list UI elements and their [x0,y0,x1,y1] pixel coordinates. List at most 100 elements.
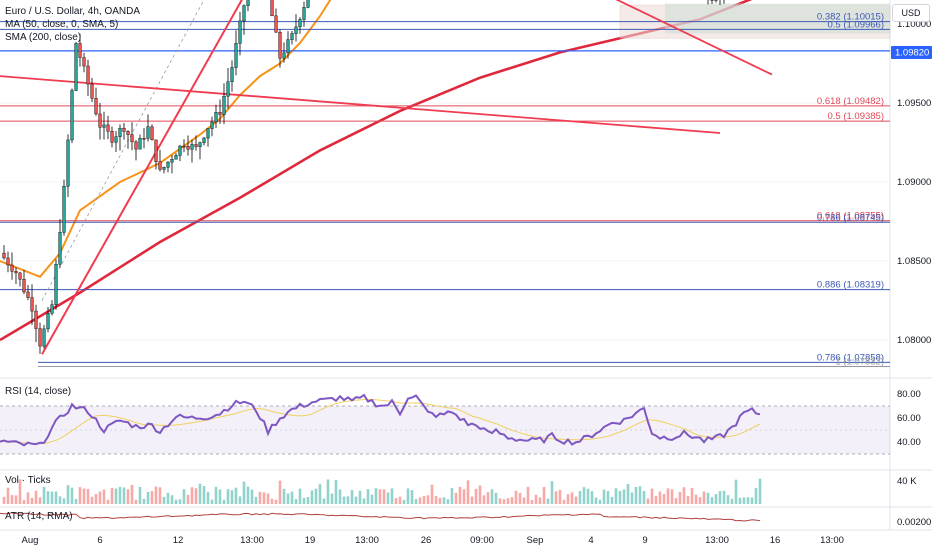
symbol-title[interactable]: Euro / U.S. Dollar, 4h, OANDA [5,6,141,17]
candle-up [62,186,66,233]
volume-bar [406,488,410,504]
volume-bar [106,499,110,504]
volume-bar [250,489,254,504]
time-tick-label: 09:00 [470,535,494,546]
volume-bar [38,497,42,504]
candle-down [86,65,90,85]
volume-bar [742,497,746,504]
volume-bar [402,499,406,504]
volume-bar [478,485,482,504]
candle-down [78,43,82,58]
candle-down [186,146,190,150]
candle-down [106,124,110,132]
volume-bar [294,499,298,504]
volume-bar [758,478,762,504]
volume-bar [338,489,342,504]
volume-bar [14,495,18,504]
volume-bar [686,496,690,504]
candle-up [114,136,118,143]
candle-down [82,57,86,67]
volume-bar [186,494,190,504]
volume-bar [2,496,6,504]
volume-bar [446,499,450,504]
time-tick-label: Sep [527,535,544,546]
candle-down [154,139,158,162]
volume-bar [530,499,534,504]
volume-bar [570,492,574,504]
candle-up [54,264,58,305]
time-tick-label: 4 [588,535,593,546]
volume-bar [350,490,354,504]
rsi-tick-label: 60.00 [897,413,921,424]
support-price-tag-text: 1.09820 [895,47,929,58]
volume-bar [610,496,614,504]
volume-bar [678,491,682,504]
atr-legend[interactable]: ATR (14, RMA) [5,511,73,522]
price-axis[interactable]: 1.115001.110001.105001.100001.095001.090… [897,0,931,346]
candle-down [130,134,134,143]
volume-bar [150,491,154,504]
volume-pane[interactable]: 40 K [0,469,932,504]
volume-bar [498,498,502,504]
volume-bar [738,497,742,504]
volume-bar [554,491,558,504]
volume-bar [22,499,26,504]
currency-button[interactable]: USD [892,4,930,22]
volume-bar [594,497,598,504]
price-tick-label: 1.08000 [897,335,931,346]
volume-bar [462,489,466,504]
candle-down [30,297,34,312]
volume-bar [674,498,678,504]
candle-up [190,144,194,150]
volume-bar [270,498,274,504]
vol-tick-label: 40 K [897,476,917,487]
volume-bar [286,493,290,504]
candle-down [110,131,114,143]
sma200-legend[interactable]: SMA (200, close) [5,32,82,43]
volume-bar [182,489,186,504]
volume-bar [74,499,78,504]
candle-down [142,138,146,140]
vol-legend[interactable]: Vol · Ticks [5,475,51,486]
atr-pane[interactable]: 0.00200 [0,506,932,528]
candle-up [202,137,206,143]
ma50-legend[interactable]: MA (50, close, 0, SMA, 5) [5,19,119,30]
volume-bar [362,498,366,504]
volume-bar [334,480,338,504]
time-tick-label: 19 [305,535,316,546]
volume-bar [122,487,126,504]
volume-bar [646,498,650,504]
fib-level-label: 0.886 (1.08319) [817,280,884,291]
volume-bar [290,491,294,504]
volume-bar [450,488,454,504]
volume-bar [538,497,542,504]
volume-bar [382,489,386,504]
volume-bar [174,499,178,504]
fib-level-label: 0.786 (1.07858) [817,352,884,363]
volume-bar [50,491,54,504]
volume-bar [598,499,602,504]
volume-bar [238,496,242,504]
candle-down [194,144,198,147]
volume-bar [98,491,102,504]
candle-up [166,161,170,168]
volume-bar [662,494,666,504]
volume-bar [78,487,82,504]
volume-bar [206,491,210,504]
volume-bar [342,496,346,504]
ma50-line-layer [0,0,332,278]
volume-bar [542,487,546,504]
rsi-pane[interactable]: 80.00 60.00 40.00 [0,377,932,455]
candle-up [246,0,250,6]
candle-up [238,20,242,44]
volume-bar [254,496,258,504]
time-axis[interactable]: Aug 6 12 13:00 19 13:00 26 09:00 Sep 4 9 13:00 16 13:… [0,529,932,546]
volume-bar [614,488,618,504]
volume-bar [734,479,738,504]
volume-bar [722,490,726,504]
rsi-legend[interactable]: RSI (14, close) [5,386,72,397]
candle-up [198,142,202,147]
volume-bar [638,486,642,504]
volume-bar [42,486,46,504]
